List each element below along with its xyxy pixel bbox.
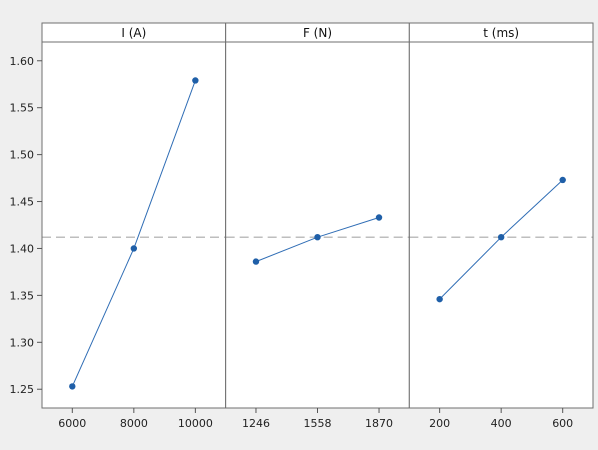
- data-point: [436, 295, 443, 303]
- panel-header-label: F (N): [303, 26, 332, 40]
- x-tick-label: 600: [552, 417, 573, 430]
- panel-background: [225, 42, 410, 408]
- x-tick-label: 8000: [120, 417, 148, 430]
- panel-background: [409, 42, 593, 408]
- y-tick-label: 1.40: [10, 242, 35, 255]
- panel-header-label: t (ms): [483, 26, 519, 40]
- y-tick-label: 1.25: [10, 383, 35, 396]
- data-point: [252, 258, 260, 265]
- y-tick-label: 1.60: [10, 55, 35, 68]
- x-tick-label: 200: [429, 417, 450, 430]
- y-tick-label: 1.50: [10, 149, 35, 162]
- y-tick-label: 1.45: [10, 196, 35, 209]
- panel-2: F (N) 1246 1558 1870: [225, 22, 410, 430]
- panel-background: [42, 42, 226, 408]
- data-point: [497, 234, 505, 241]
- x-tick-label: 1246: [242, 417, 270, 430]
- data-point: [375, 214, 383, 221]
- y-tick-label: 1.55: [10, 102, 35, 115]
- panels: I (A) 6000 8000 10000 F (N) 1246 1558 1870 t (ms…: [41, 22, 594, 430]
- panel-header-label: I (A): [121, 26, 146, 40]
- y-tick-label: 1.35: [10, 289, 35, 302]
- x-tick-label: 1870: [365, 417, 393, 430]
- x-tick-label: 1558: [304, 417, 332, 430]
- y-axis: 1.25 1.30 1.35 1.40 1.45 1.50 1.55 1.60: [10, 55, 42, 396]
- y-tick-label: 1.30: [10, 336, 35, 349]
- data-point: [192, 77, 199, 84]
- panel-3: t (ms) 200 400 600: [408, 22, 594, 430]
- data-point: [559, 176, 566, 184]
- data-point: [314, 234, 321, 241]
- data-point: [69, 383, 76, 390]
- x-tick-label: 6000: [58, 417, 86, 430]
- x-tick-label: 400: [491, 417, 512, 430]
- x-tick-label: 10000: [178, 417, 213, 430]
- panel-1: I (A) 6000 8000 10000: [41, 22, 227, 430]
- data-point: [130, 245, 138, 252]
